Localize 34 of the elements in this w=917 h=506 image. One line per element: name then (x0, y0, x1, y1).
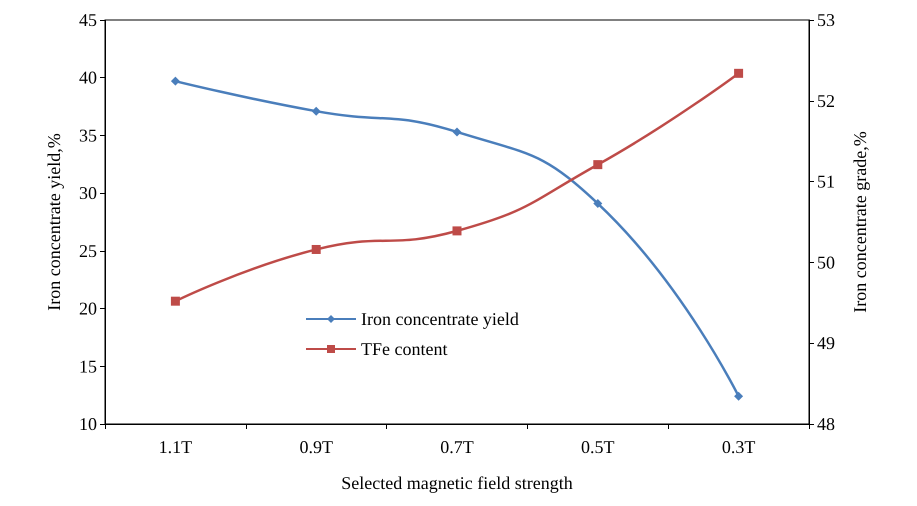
y2-tick-label: 50 (817, 252, 835, 272)
x-tick-label: 0.9T (299, 437, 333, 457)
point (452, 127, 462, 136)
x-tick-label: 1.1T (158, 437, 192, 457)
y-tick-label: 45 (79, 10, 97, 30)
y-tick-label: 15 (79, 356, 97, 376)
point (452, 226, 462, 236)
x-tick-label: 0.5T (581, 437, 615, 457)
point (170, 76, 180, 86)
point (170, 296, 180, 306)
y-tick-label: 10 (79, 414, 97, 434)
y2-tick-label: 53 (817, 10, 835, 30)
y2-axis-title: Iron concentrate grade,% (850, 131, 870, 313)
legend-label: Iron concentrate yield (361, 309, 519, 329)
point (593, 199, 602, 208)
point (312, 244, 321, 254)
y-tick-label: 20 (79, 298, 97, 319)
legend-label: TFe content (361, 339, 448, 359)
y2-tick-label: 51 (817, 172, 835, 192)
point (734, 68, 744, 78)
point (312, 106, 321, 116)
y-tick-label: 30 (79, 183, 97, 204)
y2-tick-label: 48 (817, 414, 835, 434)
y2-tick-label: 52 (817, 90, 835, 111)
y-tick-label: 40 (79, 68, 97, 88)
x-axis-title: Selected magnetic field strength (341, 473, 573, 493)
y2-tick-label: 49 (817, 333, 835, 354)
y-axis-title: Iron concentrate yield,% (44, 133, 64, 311)
x-tick-label: 0.3T (722, 437, 756, 457)
y-tick-label: 35 (79, 125, 97, 146)
y-tick-label: 25 (79, 240, 97, 261)
point (593, 160, 602, 170)
point (734, 392, 744, 401)
x-tick-label: 0.7T (440, 437, 474, 457)
